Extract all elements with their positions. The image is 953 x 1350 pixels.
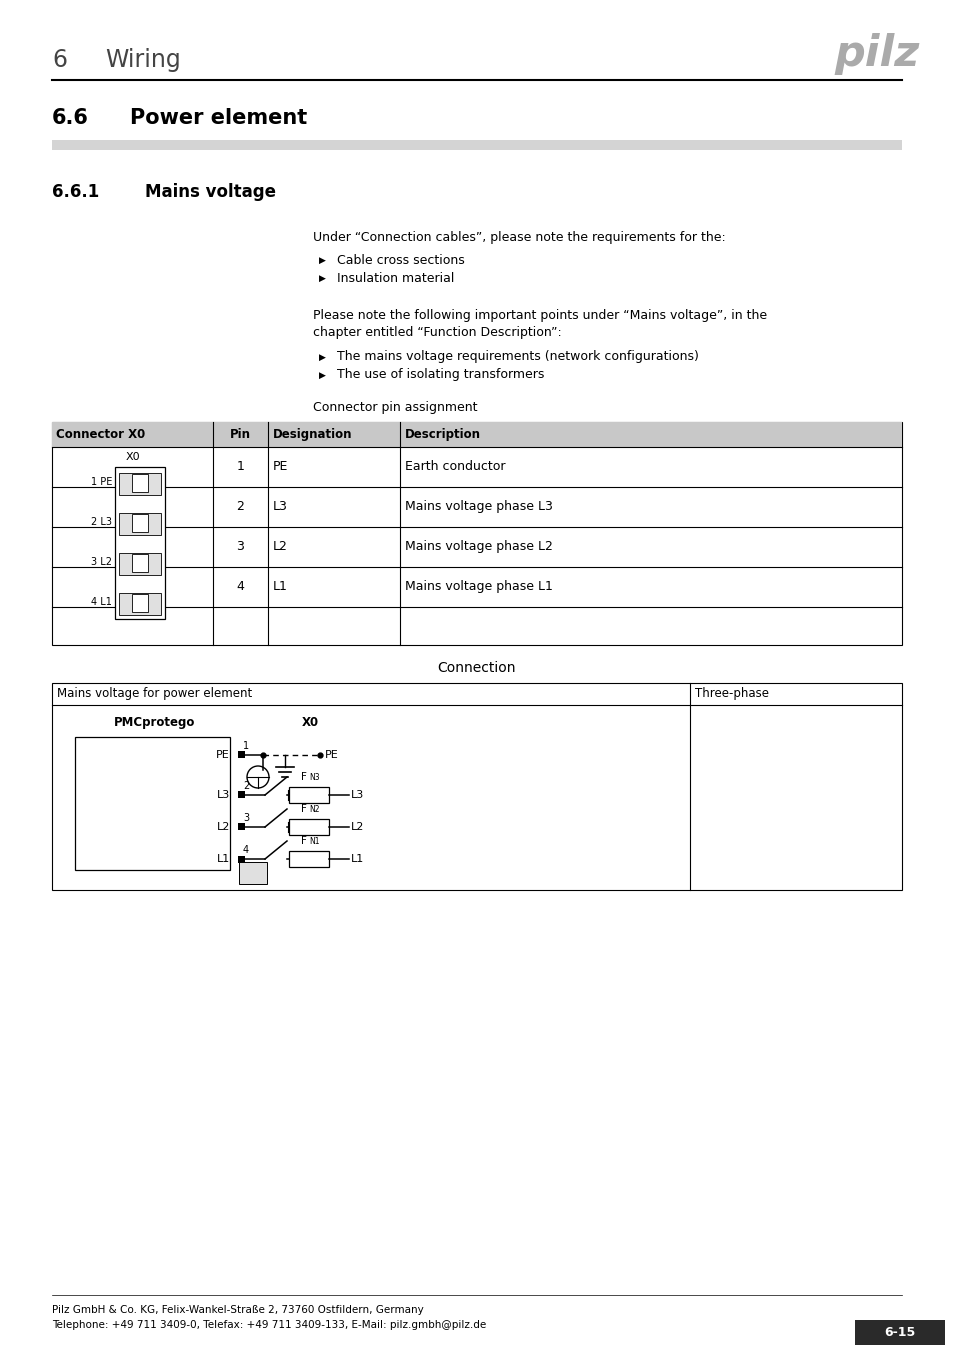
- Text: 6.6.1: 6.6.1: [52, 184, 99, 201]
- Text: Pin: Pin: [230, 428, 251, 441]
- Text: Description: Description: [405, 428, 480, 441]
- Text: ▶: ▶: [318, 352, 326, 362]
- Text: X0: X0: [301, 717, 318, 729]
- Text: Pilz GmbH & Co. KG, Felix-Wankel-Straße 2, 73760 Ostfildern, Germany: Pilz GmbH & Co. KG, Felix-Wankel-Straße …: [52, 1305, 423, 1315]
- Text: The use of isolating transformers: The use of isolating transformers: [336, 369, 544, 382]
- Bar: [75, 737, 230, 869]
- Bar: [237, 824, 245, 830]
- Text: 2: 2: [236, 501, 244, 513]
- Text: L3: L3: [273, 501, 288, 513]
- Bar: [237, 856, 245, 863]
- Text: F: F: [301, 836, 307, 846]
- Text: 4 L1: 4 L1: [91, 597, 112, 608]
- Text: Telephone: +49 711 3409-0, Telefax: +49 711 3409-133, E-Mail: pilz.gmbh@pilz.de: Telephone: +49 711 3409-0, Telefax: +49 …: [52, 1320, 486, 1330]
- Text: N2: N2: [309, 805, 319, 814]
- Bar: [119, 554, 161, 575]
- Bar: [289, 819, 329, 836]
- Text: Insulation material: Insulation material: [336, 271, 454, 285]
- Bar: [119, 472, 161, 495]
- Bar: [132, 554, 148, 572]
- Text: F: F: [301, 772, 307, 782]
- Text: 1 PE: 1 PE: [91, 477, 112, 487]
- Text: Connector X0: Connector X0: [56, 428, 145, 441]
- Text: Power element: Power element: [130, 108, 307, 128]
- Text: ▶: ▶: [318, 370, 326, 379]
- Bar: [52, 140, 901, 150]
- Text: F: F: [301, 805, 307, 814]
- Text: 3: 3: [243, 813, 249, 823]
- Text: PMCprotego: PMCprotego: [114, 717, 195, 729]
- Text: ▶: ▶: [318, 274, 326, 282]
- Text: Wiring: Wiring: [105, 49, 180, 72]
- Text: Please note the following important points under “Mains voltage”, in the: Please note the following important poin…: [313, 309, 766, 323]
- Text: L3: L3: [351, 790, 364, 801]
- Text: 3 L2: 3 L2: [91, 558, 112, 567]
- Bar: [119, 513, 161, 535]
- Bar: [237, 791, 245, 798]
- Text: 2: 2: [243, 782, 249, 791]
- Text: Mains voltage phase L1: Mains voltage phase L1: [405, 580, 553, 594]
- Text: Mains voltage for power element: Mains voltage for power element: [57, 687, 252, 701]
- Text: Three-phase: Three-phase: [695, 687, 768, 701]
- Text: L2: L2: [216, 822, 230, 832]
- Text: L1: L1: [273, 580, 288, 594]
- Text: Mains voltage phase L3: Mains voltage phase L3: [405, 501, 553, 513]
- Text: Mains voltage: Mains voltage: [145, 184, 275, 201]
- Text: X0: X0: [125, 452, 140, 462]
- Bar: [237, 752, 245, 759]
- Text: N1: N1: [309, 837, 319, 846]
- Text: PE: PE: [216, 751, 230, 760]
- Bar: [119, 593, 161, 616]
- Bar: [132, 474, 148, 491]
- Text: 6-15: 6-15: [883, 1326, 915, 1338]
- Text: N3: N3: [309, 774, 319, 782]
- Text: Mains voltage phase L2: Mains voltage phase L2: [405, 540, 553, 553]
- Text: 3: 3: [236, 540, 244, 553]
- Text: PE: PE: [325, 751, 338, 760]
- Bar: [52, 683, 901, 890]
- Text: L2: L2: [351, 822, 364, 832]
- Bar: [289, 850, 329, 867]
- Text: 6.6: 6.6: [52, 108, 89, 128]
- Bar: [289, 787, 329, 803]
- Text: Under “Connection cables”, please note the requirements for the:: Under “Connection cables”, please note t…: [313, 231, 725, 243]
- Bar: [239, 863, 267, 884]
- Text: 4: 4: [243, 845, 249, 855]
- Text: The mains voltage requirements (network configurations): The mains voltage requirements (network …: [336, 351, 699, 363]
- Text: pilz: pilz: [834, 32, 919, 76]
- Text: L3: L3: [216, 790, 230, 801]
- Text: Connector pin assignment: Connector pin assignment: [313, 401, 477, 414]
- Text: ▶: ▶: [318, 255, 326, 265]
- Bar: [52, 423, 901, 645]
- Text: Connection: Connection: [437, 662, 516, 675]
- Text: 1: 1: [243, 741, 249, 751]
- Text: PE: PE: [273, 460, 288, 474]
- Bar: [854, 1320, 944, 1345]
- Text: Cable cross sections: Cable cross sections: [336, 254, 464, 266]
- Bar: [115, 467, 165, 620]
- Text: Earth conductor: Earth conductor: [405, 460, 505, 474]
- Text: L2: L2: [273, 540, 288, 553]
- Text: 1: 1: [236, 460, 244, 474]
- Bar: [132, 514, 148, 532]
- Text: Designation: Designation: [273, 428, 352, 441]
- Bar: [52, 423, 901, 447]
- Text: 2 L3: 2 L3: [91, 517, 112, 526]
- Text: L1: L1: [351, 855, 364, 864]
- Text: L1: L1: [216, 855, 230, 864]
- Text: chapter entitled “Function Description”:: chapter entitled “Function Description”:: [313, 327, 561, 339]
- Bar: [132, 594, 148, 612]
- Text: 6: 6: [52, 49, 67, 72]
- Text: 4: 4: [236, 580, 244, 594]
